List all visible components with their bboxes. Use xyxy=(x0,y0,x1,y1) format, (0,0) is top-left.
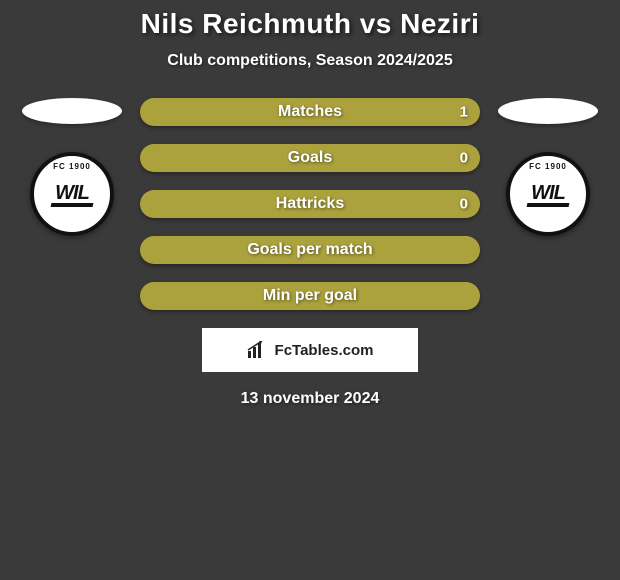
bars-icon xyxy=(247,341,269,359)
badge-underline xyxy=(527,203,570,207)
player-silhouette-right xyxy=(498,98,598,124)
stat-label: Goals xyxy=(288,149,332,167)
badge-main-text: WIL xyxy=(531,182,565,205)
attribution-box: FcTables.com xyxy=(202,328,418,372)
stat-label: Min per goal xyxy=(263,287,357,305)
stat-row: Hattricks 0 xyxy=(140,190,480,218)
page-title: Nils Reichmuth vs Neziri xyxy=(141,8,480,40)
badge-underline xyxy=(51,203,94,207)
page-subtitle: Club competitions, Season 2024/2025 xyxy=(167,52,452,70)
player-silhouette-left xyxy=(22,98,122,124)
stat-value-right: 0 xyxy=(460,150,468,167)
stats-list: Matches 1 Goals 0 Hattricks 0 Goals per … xyxy=(140,98,480,310)
date-text: 13 november 2024 xyxy=(241,390,380,408)
stat-value-right: 0 xyxy=(460,196,468,213)
badge-top-text: FC 1900 xyxy=(53,162,91,171)
stat-value-right: 1 xyxy=(460,104,468,121)
stat-row: Goals 0 xyxy=(140,144,480,172)
left-column: FC 1900 WIL xyxy=(22,98,122,236)
badge-main-text: WIL xyxy=(55,182,89,205)
badge-top-text: FC 1900 xyxy=(529,162,567,171)
stat-row: Matches 1 xyxy=(140,98,480,126)
club-badge-right: FC 1900 WIL xyxy=(506,152,590,236)
comparison-panel: FC 1900 WIL Matches 1 Goals 0 Hattricks … xyxy=(0,98,620,310)
stat-label: Matches xyxy=(278,103,342,121)
stat-label: Goals per match xyxy=(247,241,372,259)
stat-row: Min per goal xyxy=(140,282,480,310)
stat-row: Goals per match xyxy=(140,236,480,264)
attribution-text: FcTables.com xyxy=(275,342,374,359)
club-badge-left: FC 1900 WIL xyxy=(30,152,114,236)
stat-label: Hattricks xyxy=(276,195,344,213)
right-column: FC 1900 WIL xyxy=(498,98,598,236)
